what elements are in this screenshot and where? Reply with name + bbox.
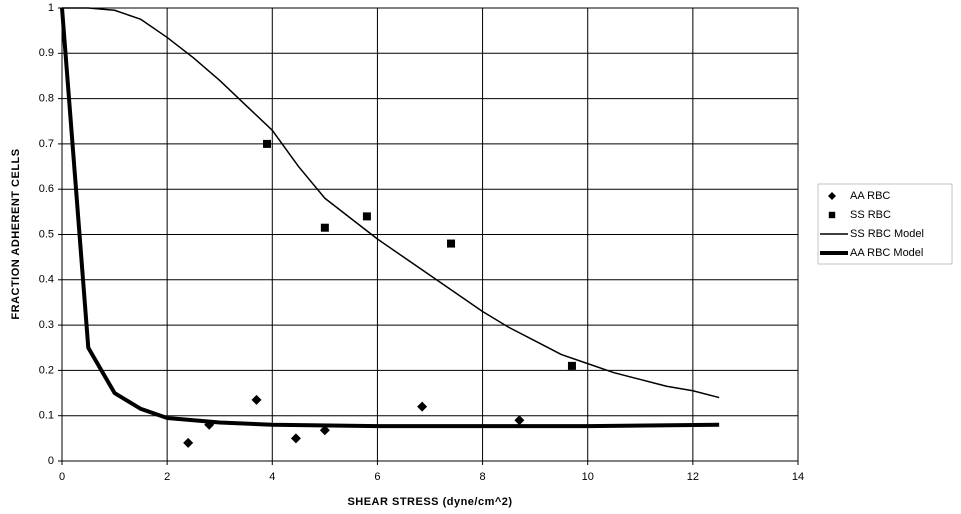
data-point	[320, 223, 329, 232]
model-line	[60, 7, 720, 429]
y-tick-label: 0.6	[39, 183, 54, 195]
y-tick-label: 0.5	[39, 228, 54, 240]
y-axis-title: FRACTION ADHERENT CELLS	[10, 148, 22, 319]
x-tick-label: 6	[374, 471, 380, 483]
x-axis-title: SHEAR STRESS (dyne/cm^2)	[347, 496, 512, 508]
data-point	[417, 401, 428, 412]
y-tick-label: 0.7	[39, 138, 54, 150]
x-tick-label: 0	[59, 471, 65, 483]
legend-label: AA RBC Model	[850, 247, 923, 259]
x-tick-label: 8	[480, 471, 486, 483]
y-tick-label: 0	[48, 455, 54, 467]
x-tick-label: 14	[792, 471, 804, 483]
legend-marker	[828, 211, 836, 219]
x-tick-label: 12	[687, 471, 699, 483]
data-point	[251, 394, 262, 405]
y-tick-label: 0.9	[39, 47, 54, 59]
data-point	[319, 425, 330, 436]
data-point	[183, 437, 194, 448]
legend-label: SS RBC Model	[850, 228, 924, 240]
data-point	[362, 212, 371, 221]
model-line	[62, 7, 720, 399]
plot-border	[61, 7, 799, 462]
data-point	[447, 239, 456, 248]
x-tick-label: 4	[269, 471, 275, 483]
x-tick-label: 2	[164, 471, 170, 483]
y-tick-label: 0.8	[39, 93, 54, 105]
data-point	[263, 139, 272, 148]
legend-label: SS RBC	[850, 209, 891, 221]
data-point	[514, 415, 525, 426]
y-tick-label: 0.1	[39, 410, 54, 422]
legend-label: AA RBC	[850, 190, 890, 202]
y-tick-label: 1	[48, 2, 54, 14]
legend-box	[817, 183, 953, 265]
x-tick-label: 10	[582, 471, 594, 483]
y-tick-label: 0.2	[39, 364, 54, 376]
legend-marker	[828, 192, 836, 200]
y-tick-label: 0.4	[39, 274, 54, 286]
y-tick-label: 0.3	[39, 319, 54, 331]
data-point	[567, 361, 576, 370]
data-point	[290, 433, 301, 444]
